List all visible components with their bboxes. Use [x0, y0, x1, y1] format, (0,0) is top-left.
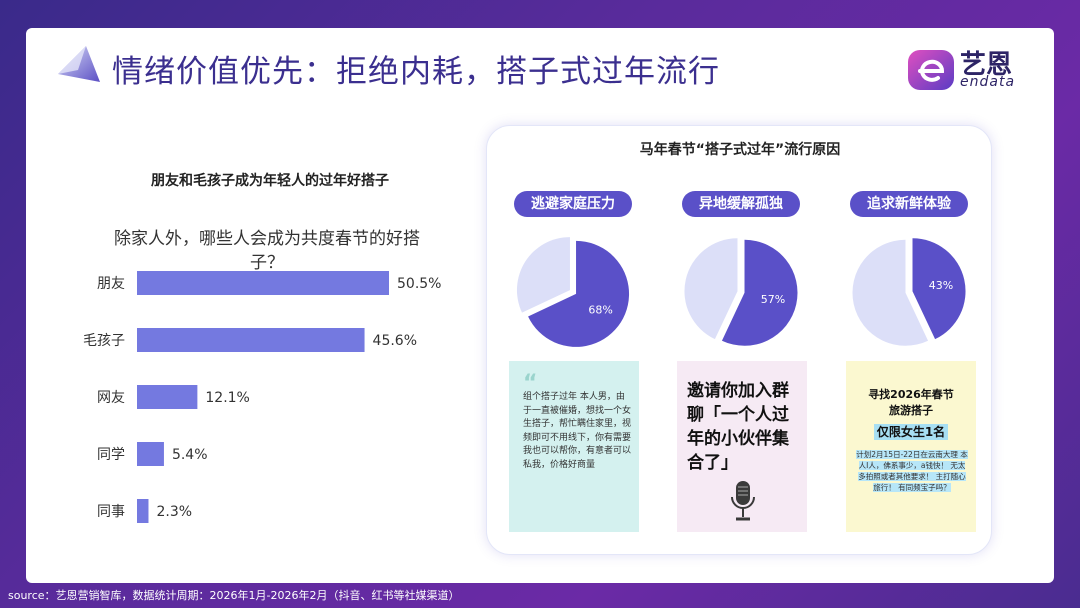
pie-slice-value	[528, 240, 630, 347]
microphone-icon	[731, 481, 755, 521]
post-card-3-heading: 寻找2026年春节 旅游搭子	[846, 387, 976, 419]
category-label: 毛孩子	[83, 333, 125, 349]
bar	[137, 328, 365, 352]
post-card-3-tag-text: 仅限女生1名	[873, 424, 949, 440]
post-card-1-text: 组个搭子过年 本人男，由于一直被催婚，想找一个女生搭子，帮忙瞒住家里，视频即可不…	[523, 392, 632, 470]
pie-slice-rest	[684, 238, 738, 340]
post-card-2-text: 邀请你加入群聊「一个人过年的小伙伴集合了」	[687, 381, 789, 473]
pie-slice-rest	[852, 239, 929, 346]
post-card-3: 寻找2026年春节 旅游搭子 仅限女生1名 计划2月15日-22日在云南大理 本…	[846, 361, 976, 532]
post-card-3-body: 计划2月15日-22日在云南大理 本人I人，佛系事少，a钱快！ 无太多拍照或者其…	[856, 449, 968, 493]
bar	[137, 442, 164, 466]
pie-new-experience: 43%	[852, 238, 966, 346]
bar	[137, 271, 389, 295]
bar	[137, 499, 149, 523]
data-label: 5.4%	[172, 447, 208, 463]
reasons-panel-title: 马年春节“搭子式过年”流行原因	[639, 142, 841, 158]
category-label: 同事	[97, 504, 125, 520]
triangle-logo-icon	[58, 46, 100, 82]
post-card-3-body-text: 计划2月15日-22日在云南大理 本人I人，佛系事少，a钱快！ 无太多拍照或者其…	[856, 450, 968, 492]
post-card-3-tag: 仅限女生1名	[856, 423, 966, 440]
data-label: 45.6%	[373, 333, 417, 349]
post-card-3-heading-line1: 寻找2026年春节	[868, 388, 954, 401]
pie-value-label: 43%	[929, 279, 953, 292]
category-label: 朋友	[97, 276, 125, 292]
logo-text-cn: 艺恩	[960, 50, 1013, 80]
reason-pill-new-experience: 追求新鲜体验	[850, 191, 968, 217]
quote-icon: “	[523, 371, 538, 396]
data-label: 50.5%	[397, 276, 441, 292]
category-label: 网友	[97, 390, 125, 406]
pie-value-label: 57%	[761, 293, 785, 306]
logo-text-en: endata	[960, 74, 1016, 90]
endata-logo-icon	[908, 50, 954, 90]
post-card-2: 邀请你加入群聊「一个人过年的小伙伴集合了」	[677, 361, 807, 532]
pie-slice-value	[912, 238, 966, 340]
pie-loneliness: 57%	[684, 238, 798, 346]
reason-pill-loneliness: 异地缓解孤独	[682, 191, 800, 217]
reason-pill-family-pressure: 逃避家庭压力	[514, 191, 632, 217]
data-label: 2.3%	[156, 504, 192, 520]
slide-title: 情绪价值优先：拒绝内耗，搭子式过年流行	[112, 54, 720, 90]
bar-chart: 朋友 50.5% 毛孩子 45.6% 网友 12.1% 同学 5.4% 同事 2.3%	[83, 271, 441, 523]
reasons-panel: 马年春节“搭子式过年”流行原因 逃避家庭压力 异地缓解孤独 追求新鲜体验 68%…	[486, 125, 992, 555]
chart-title: 朋友和毛孩子成为年轻人的过年好搭子	[151, 173, 389, 189]
pie-family-pressure: 68%	[516, 237, 630, 347]
chart-question: 除家人外，哪些人会成为共度春节的好搭子？	[114, 229, 420, 273]
data-label: 12.1%	[205, 390, 249, 406]
bar	[137, 385, 198, 409]
post-card-1: “ 组个搭子过年 本人男，由于一直被催婚，想找一个女生搭子，帮忙瞒住家里，视频即…	[509, 361, 639, 532]
pie-value-label: 68%	[588, 304, 612, 317]
source-note: source：艺恩营销智库，数据统计周期：2026年1月-2026年2月（抖音、…	[8, 589, 460, 602]
category-label: 同学	[97, 447, 125, 463]
pie-slice-value	[721, 239, 798, 346]
pie-slice-rest	[516, 237, 570, 313]
post-card-3-heading-line2: 旅游搭子	[889, 404, 933, 417]
